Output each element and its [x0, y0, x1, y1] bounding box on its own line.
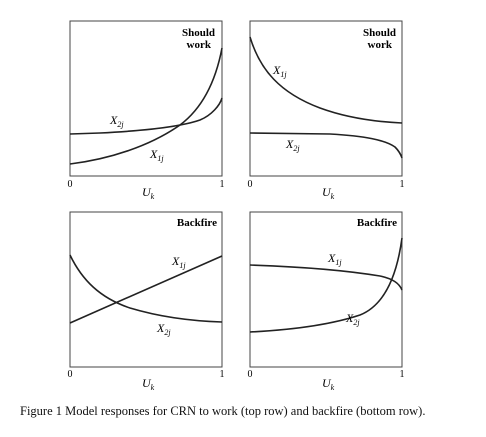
curve-x1j	[249, 36, 403, 124]
panel-title-line2: work	[187, 39, 212, 51]
curve-label-x1j: X1j	[327, 251, 342, 267]
curve-x1j	[249, 264, 403, 291]
curve-x2j	[249, 237, 403, 333]
axis-label: Uk	[322, 376, 335, 392]
panel-frame	[249, 20, 403, 177]
tick-max: 1	[400, 179, 405, 190]
panel-title-line1: Backfire	[357, 217, 397, 229]
tick-max: 1	[220, 369, 225, 380]
tick-min: 0	[248, 369, 253, 380]
panel-top-left: Should work X2j X1j 0 1 Uk	[68, 20, 225, 201]
curve-x1j	[69, 255, 223, 324]
panel-title-line2: work	[368, 39, 393, 51]
curve-label-x2j: X2j	[345, 311, 360, 327]
curve-label-x2j: X2j	[285, 137, 300, 153]
tick-min: 0	[248, 179, 253, 190]
tick-min: 0	[68, 369, 73, 380]
figure-canvas: Should work X2j X1j 0 1 Uk Should work X…	[68, 20, 405, 392]
curve-x2j	[249, 132, 403, 159]
curve-label-x2j: X2j	[109, 113, 124, 129]
panel-title-line1: Backfire	[177, 217, 217, 229]
panel-top-right: Should work X1j X2j 0 1 Uk	[248, 20, 405, 201]
axis-label: Uk	[142, 376, 155, 392]
figure-caption: Figure 1 Model responses for CRN to work…	[20, 404, 426, 418]
tick-min: 0	[68, 179, 73, 190]
panel-frame	[69, 211, 223, 368]
curve-label-x1j: X1j	[171, 254, 186, 270]
tick-max: 1	[220, 179, 225, 190]
panel-title-line1: Should	[363, 27, 396, 39]
curve-x1j	[69, 47, 223, 165]
curve-x2j	[69, 97, 223, 135]
axis-label: Uk	[142, 185, 155, 201]
axis-label: Uk	[322, 185, 335, 201]
panel-frame	[249, 211, 403, 368]
tick-max: 1	[400, 369, 405, 380]
curve-label-x2j: X2j	[156, 321, 171, 337]
panel-title-line1: Should	[182, 27, 215, 39]
panel-bottom-right: Backfire X1j X2j 0 1 Uk	[248, 211, 405, 392]
curve-x2j	[69, 254, 223, 323]
curve-label-x1j: X1j	[149, 147, 164, 163]
panel-bottom-left: Backfire X1j X2j 0 1 Uk	[68, 211, 225, 392]
curve-label-x1j: X1j	[272, 63, 287, 79]
